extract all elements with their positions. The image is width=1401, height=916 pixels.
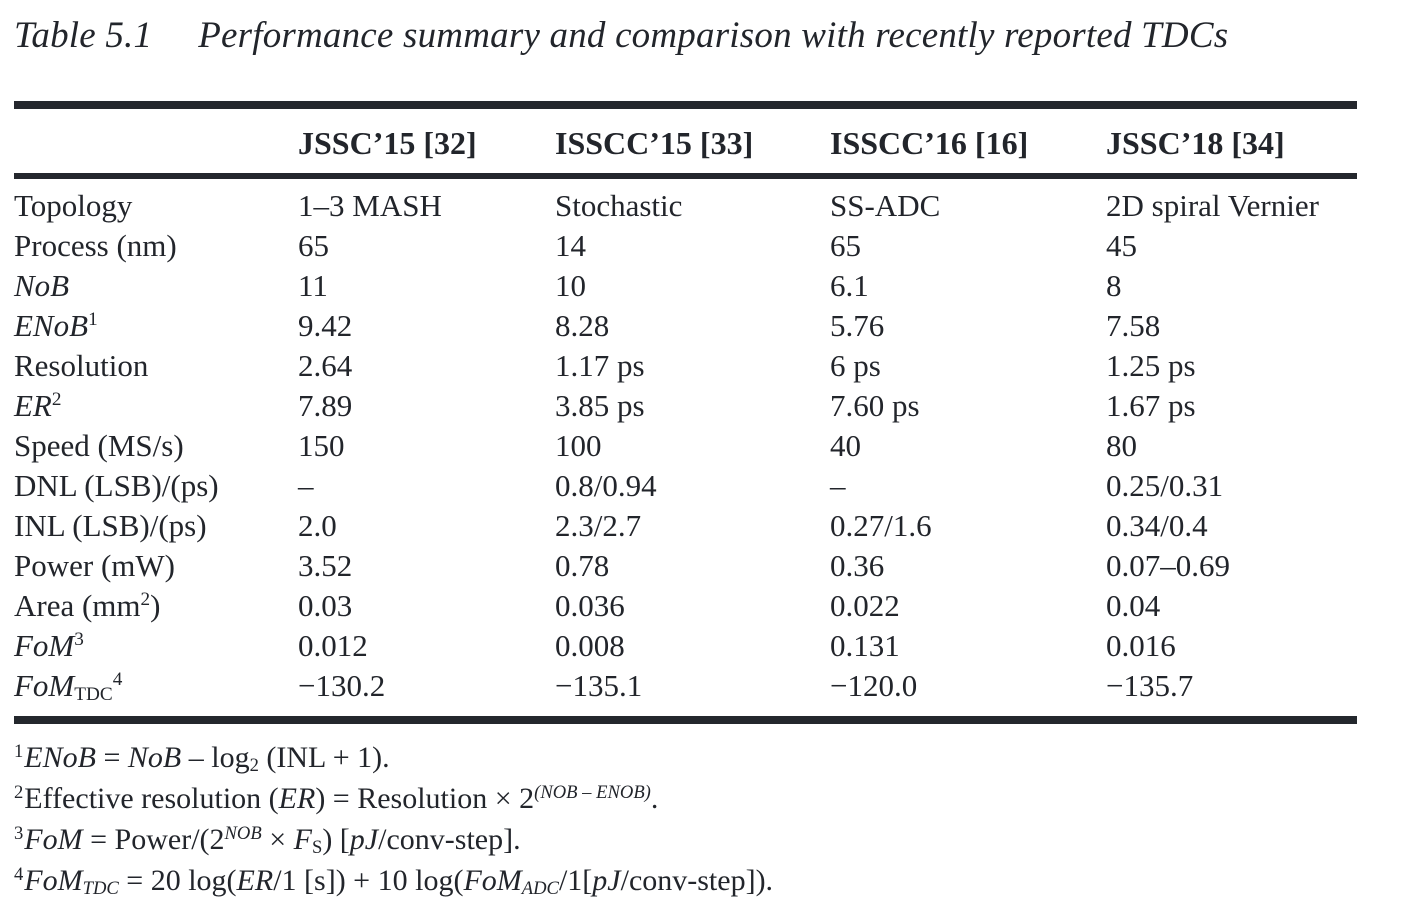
table-row: ENoB1 9.42 8.28 5.76 7.58 — [14, 306, 1357, 346]
cell-value: 0.131 — [830, 628, 900, 663]
table-row: Speed (MS/s) 150 100 40 80 — [14, 426, 1357, 466]
cell-value: 0.04 — [1106, 588, 1161, 623]
cell-value: 1.67 ps — [1106, 388, 1196, 423]
row-label: Topology — [14, 188, 133, 223]
table-row: Topology 1–3 MASH Stochastic SS-ADC 2D spira… — [14, 186, 1357, 226]
cell-value: 7.60 ps — [830, 388, 920, 423]
table-row: FoMTDC4 −130.2 −135.1 −120.0 −135.7 — [14, 666, 1357, 706]
table-caption: Performance summary and comparison with … — [198, 15, 1229, 56]
cell-value: 6.1 — [830, 268, 869, 303]
table-header-row: JSSC’15 [32] ISSCC’15 [33] ISSCC’16 [16]… — [14, 109, 1357, 173]
row-label: FoMTDC4 — [14, 668, 123, 706]
cell-value: 2D spiral Vernier — [1106, 188, 1319, 223]
cell-value: 5.76 — [830, 308, 885, 343]
cell-value: 7.58 — [1106, 308, 1161, 343]
table-header-rule — [14, 173, 1357, 179]
cell-value: 0.34/0.4 — [1106, 508, 1208, 543]
cell-value: 3.85 ps — [555, 388, 645, 423]
row-label: NoB — [14, 268, 70, 303]
table-footnotes: 1ENoB = NoB – log2 (INL + 1). 2Effective … — [14, 737, 1401, 901]
table-row: Resolution 2.64 1.17 ps 6 ps 1.25 ps — [14, 346, 1357, 386]
cell-value: 14 — [555, 228, 586, 263]
cell-value: 0.25/0.31 — [1106, 468, 1224, 503]
cell-value: 1–3 MASH — [298, 188, 442, 223]
cell-value: 8 — [1106, 268, 1122, 303]
cell-value: 2.3/2.7 — [555, 508, 642, 543]
cell-value: 1.25 ps — [1106, 348, 1196, 383]
table-title: Table 5.1 Performance summary and compari… — [14, 14, 1401, 58]
cell-value: 9.42 — [298, 308, 353, 343]
cell-value: 0.008 — [555, 628, 625, 663]
cell-value: 0.022 — [830, 588, 900, 623]
table-bottom-rule — [14, 716, 1357, 724]
row-label: ENoB1 — [14, 308, 98, 343]
cell-value: 0.78 — [555, 548, 610, 583]
cell-value: – — [298, 468, 314, 503]
cell-value: 0.03 — [298, 588, 353, 623]
cell-value: 65 — [830, 228, 861, 263]
row-label: Area (mm2) — [14, 588, 161, 623]
table-row: Area (mm2) 0.03 0.036 0.022 0.04 — [14, 586, 1357, 626]
table-top-rule — [14, 101, 1357, 109]
cell-value: 100 — [555, 428, 602, 463]
cell-value: 0.36 — [830, 548, 885, 583]
cell-value: 7.89 — [298, 388, 353, 423]
table-row: NoB 11 10 6.1 8 — [14, 266, 1357, 306]
row-label: Resolution — [14, 348, 149, 383]
cell-value: 11 — [298, 268, 328, 303]
row-label: Speed (MS/s) — [14, 428, 184, 463]
header-cell-empty — [14, 125, 298, 161]
row-label: Process (nm) — [14, 228, 177, 263]
cell-value: 65 — [298, 228, 329, 263]
row-label: INL (LSB)/(ps) — [14, 508, 207, 543]
header-cell-jssc15: JSSC’15 [32] — [298, 125, 477, 161]
header-cell-isscc15: ISSCC’15 [33] — [555, 125, 754, 161]
cell-value: 150 — [298, 428, 345, 463]
header-cell-isscc16: ISSCC’16 [16] — [830, 125, 1029, 161]
cell-value: −120.0 — [830, 668, 918, 703]
cell-value: 0.27/1.6 — [830, 508, 932, 543]
table-row: FoM3 0.012 0.008 0.131 0.016 — [14, 626, 1357, 666]
cell-value: 80 — [1106, 428, 1137, 463]
cell-value: −135.7 — [1106, 668, 1194, 703]
row-label: ER2 — [14, 388, 62, 423]
footnote: 2Effective resolution (ER) = Resolution … — [14, 781, 659, 815]
cell-value: 2.0 — [298, 508, 337, 543]
cell-value: – — [830, 468, 846, 503]
row-label: Power (mW) — [14, 548, 175, 583]
header-cell-jssc18: JSSC’18 [34] — [1106, 125, 1285, 161]
table-row: ER2 7.89 3.85 ps 7.60 ps 1.67 ps — [14, 386, 1357, 426]
cell-value: 0.07–0.69 — [1106, 548, 1230, 583]
row-label: FoM3 — [14, 628, 84, 663]
cell-value: 0.016 — [1106, 628, 1176, 663]
footnote: 1ENoB = NoB – log2 (INL + 1). — [14, 740, 390, 777]
table-row: INL (LSB)/(ps) 2.0 2.3/2.7 0.27/1.6 0.34/0.4 — [14, 506, 1357, 546]
table-number: Table 5.1 — [14, 15, 153, 56]
cell-value: 0.036 — [555, 588, 625, 623]
cell-value: −135.1 — [555, 668, 643, 703]
cell-value: 1.17 ps — [555, 348, 645, 383]
cell-value: 2.64 — [298, 348, 353, 383]
cell-value: 8.28 — [555, 308, 610, 343]
footnote: 3FoM = Power/(2NOB × FS) [pJ/conv-step]. — [14, 822, 521, 859]
table-row: Process (nm) 65 14 65 45 — [14, 226, 1357, 266]
table-body: Topology 1–3 MASH Stochastic SS-ADC 2D spira… — [14, 179, 1401, 716]
cell-value: 0.8/0.94 — [555, 468, 657, 503]
cell-value: 10 — [555, 268, 586, 303]
row-label: DNL (LSB)/(ps) — [14, 468, 219, 503]
cell-value: SS-ADC — [830, 188, 941, 223]
table-row: Power (mW) 3.52 0.78 0.36 0.07–0.69 — [14, 546, 1357, 586]
cell-value: 3.52 — [298, 548, 353, 583]
cell-value: 6 ps — [830, 348, 881, 383]
cell-value: 45 — [1106, 228, 1137, 263]
cell-value: Stochastic — [555, 188, 683, 223]
cell-value: 40 — [830, 428, 861, 463]
footnote: 4FoMTDC = 20 log(ER/1 [s]) + 10 log(FoMA… — [14, 863, 774, 900]
table-row: DNL (LSB)/(ps) – 0.8/0.94 – 0.25/0.31 — [14, 466, 1357, 506]
cell-value: −130.2 — [298, 668, 386, 703]
cell-value: 0.012 — [298, 628, 368, 663]
